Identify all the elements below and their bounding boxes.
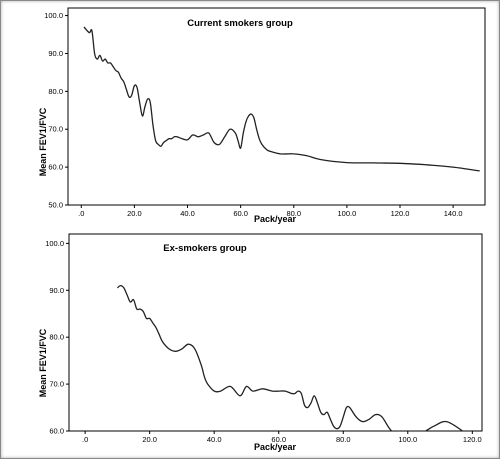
x-tick-label: 100.0 — [337, 209, 356, 218]
x-tick-label: 120.0 — [391, 209, 410, 218]
x-tick-label: 60.0 — [271, 435, 286, 444]
y-axis-label: Mean FEV1/FVC — [38, 328, 48, 397]
series-lines — [116, 284, 463, 431]
x-tick-label: 120.0 — [463, 435, 482, 444]
plot-area-border — [67, 7, 486, 206]
y-tick-label: 60.0 — [48, 163, 63, 172]
x-tick-label: 140.0 — [444, 209, 463, 218]
x-tick-label: 100.0 — [398, 435, 417, 444]
y-tick-label: 90.0 — [48, 49, 63, 58]
x-tick-label: .0 — [78, 209, 84, 218]
x-tick-label: 60.0 — [233, 209, 248, 218]
series-line — [83, 26, 480, 172]
x-tick-label: 20.0 — [142, 435, 157, 444]
x-tick-label: 40.0 — [207, 435, 222, 444]
y-tick-label: 60.0 — [49, 427, 64, 436]
x-axis-label: Pack/year — [254, 442, 297, 452]
y-tick-label: 70.0 — [49, 380, 64, 389]
y-ticks: 60.0 70.0 80.0 90.0 100.0 — [45, 239, 69, 436]
series-line — [116, 284, 463, 431]
series-lines — [83, 26, 480, 172]
y-tick-label: 70.0 — [48, 125, 63, 134]
panel-current-smokers: Current smokers group Mean FEV1/FVC Pack… — [38, 7, 486, 224]
y-tick-label: 50.0 — [48, 201, 63, 210]
y-axis-label: Mean FEV1/FVC — [38, 107, 48, 176]
x-ticks: .0 20.0 40.0 60.0 80.0 100.0 120.0 140.0 — [78, 205, 463, 218]
panel-ex-smokers: Ex-smokers group Mean FEV1/FVC Pack/year… — [38, 233, 483, 452]
y-tick-label: 80.0 — [49, 333, 64, 342]
x-tick-label: 20.0 — [127, 209, 142, 218]
y-tick-label: 100.0 — [44, 11, 63, 20]
y-ticks: 50.0 60.0 70.0 80.0 90.0 100.0 — [44, 11, 68, 210]
x-axis-label: Pack/year — [254, 214, 297, 224]
x-tick-label: 80.0 — [336, 435, 351, 444]
y-tick-label: 80.0 — [48, 87, 63, 96]
chart-title: Ex-smokers group — [163, 243, 247, 254]
plot-area-border — [68, 233, 483, 432]
x-ticks: .0 20.0 40.0 60.0 80.0 100.0 120.0 — [82, 431, 482, 444]
x-tick-label: 40.0 — [180, 209, 195, 218]
chart-title: Current smokers group — [187, 18, 293, 29]
y-tick-label: 90.0 — [49, 286, 64, 295]
x-tick-label: .0 — [82, 435, 88, 444]
y-tick-label: 100.0 — [45, 239, 64, 248]
x-tick-label: 80.0 — [286, 209, 301, 218]
